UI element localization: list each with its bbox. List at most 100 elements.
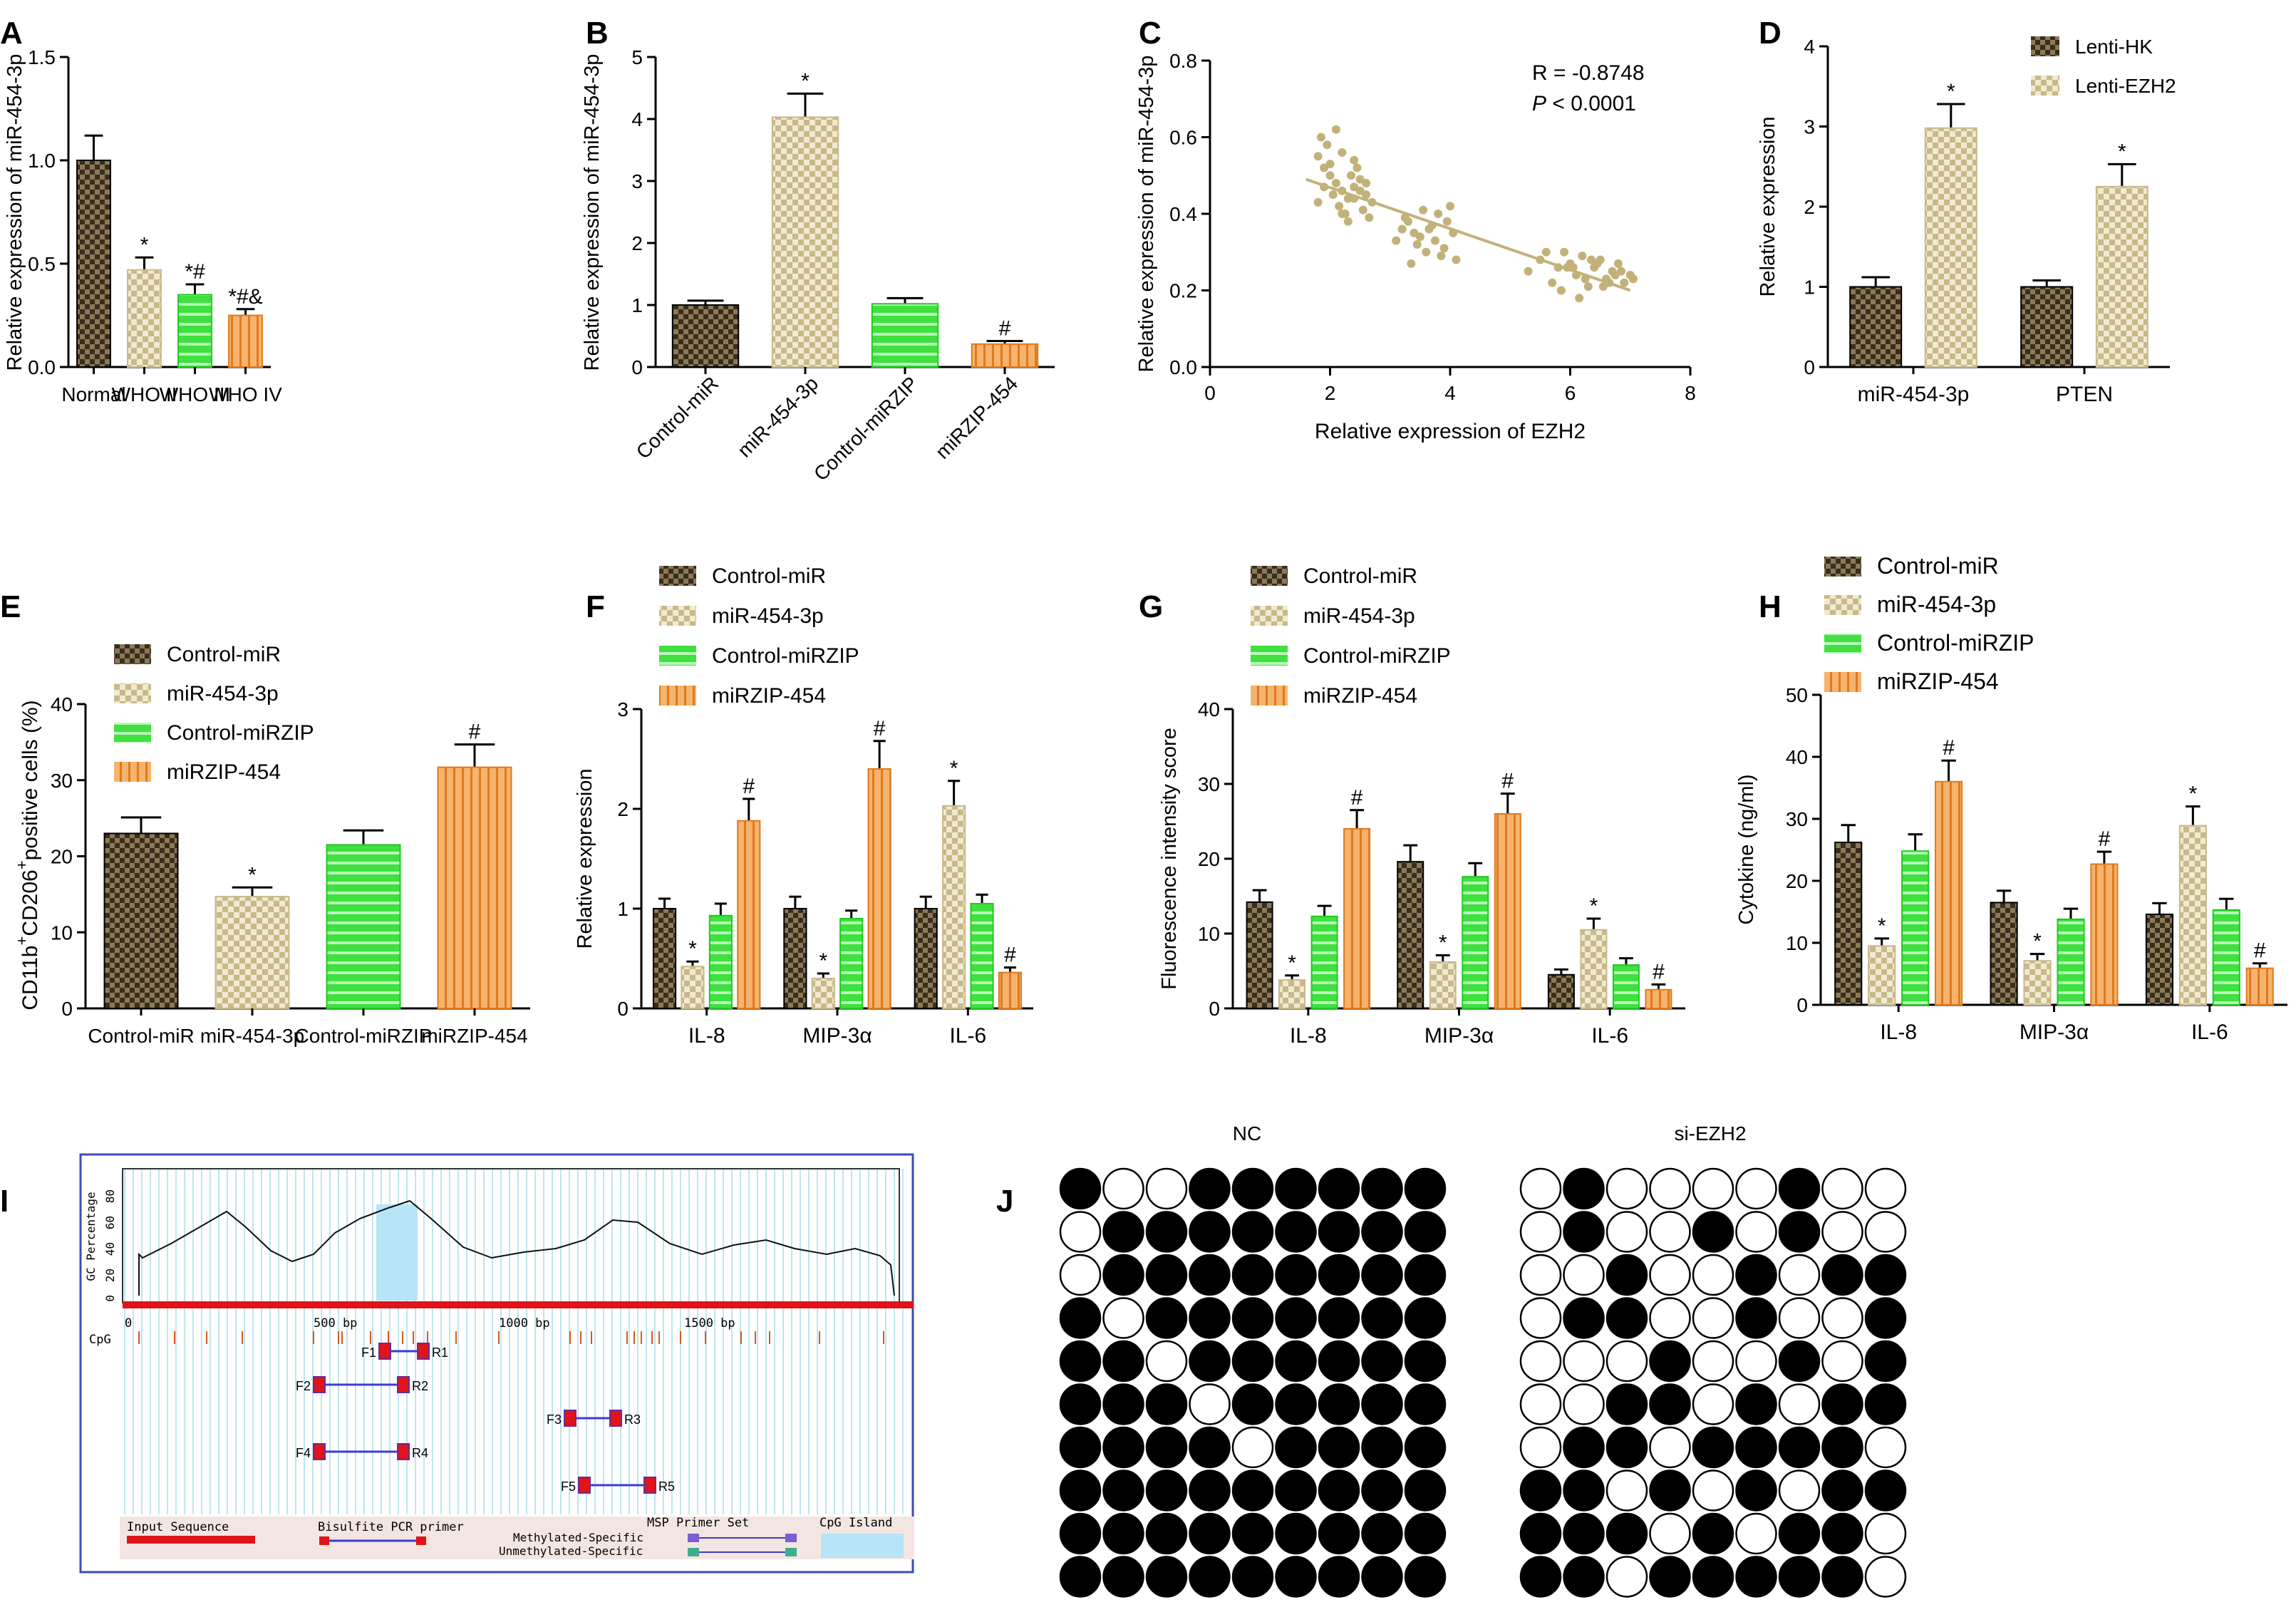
cpg-circle-nc-methylated (1361, 1211, 1403, 1253)
primer-r-label: R2 (412, 1379, 428, 1393)
cpg-circle-si-ezh2-methylated (1519, 1556, 1562, 1598)
bar-who-ii (127, 269, 162, 368)
cpg-circle-si-ezh2-unmethylated (1605, 1340, 1648, 1383)
y-axis-label-part: + (13, 936, 31, 946)
legend-meth-r (785, 1534, 797, 1542)
scatter-point (1598, 282, 1608, 291)
cpg-circle-nc-methylated (1404, 1340, 1447, 1383)
significance-mark: # (743, 775, 755, 798)
cpg-circle-nc-methylated (1318, 1556, 1360, 1598)
cpg-circle-si-ezh2-methylated (1519, 1512, 1562, 1555)
cpg-circle-si-ezh2-unmethylated (1519, 1167, 1562, 1210)
bar-normal (76, 160, 111, 368)
x-axis-label: Relative expression of EZH2 (1315, 420, 1586, 443)
significance-mark: # (2254, 939, 2266, 963)
y-tick-label: 1.5 (28, 46, 56, 68)
cpg-circle-si-ezh2-unmethylated (1821, 1167, 1863, 1210)
primer-f-label: F3 (547, 1412, 562, 1427)
legend-unmeth-r (785, 1548, 797, 1556)
scatter-point (1434, 210, 1443, 218)
scatter-point (1313, 152, 1323, 161)
bar-il-6-mirzip-454 (998, 971, 1023, 1009)
cpg-circle-nc-methylated (1275, 1426, 1317, 1469)
cpg-circle-si-ezh2-unmethylated (1649, 1254, 1691, 1296)
legend-label: miR-454-3p (1877, 591, 1996, 617)
bar-il-6-control-mir (1547, 973, 1575, 1009)
cpg-circle-nc-methylated (1231, 1211, 1274, 1253)
significance-mark: * (801, 69, 810, 93)
cpg-circle-si-ezh2-unmethylated (1864, 1556, 1907, 1598)
y-tick-label: 30 (1786, 808, 1808, 830)
x-tick-label: MIP-3α (2020, 1021, 2089, 1044)
cpg-circle-nc-methylated (1102, 1556, 1144, 1598)
cpg-circle-nc-methylated (1404, 1469, 1447, 1512)
cpg-circle-si-ezh2-unmethylated (1735, 1512, 1777, 1555)
panel-e-letter: E (0, 589, 21, 624)
scatter-point (1452, 255, 1461, 264)
panel-i-background-lines (124, 1169, 904, 1514)
cpg-circle-si-ezh2-methylated (1821, 1426, 1863, 1469)
legend-label: Control-miRZIP (167, 721, 314, 745)
cpg-circle-si-ezh2-unmethylated (1735, 1167, 1777, 1210)
scatter-point (1449, 228, 1458, 237)
y-axis-label-part: CD206 (19, 869, 42, 936)
cpg-circle-si-ezh2-methylated (1735, 1556, 1777, 1598)
x-tick-label: WHO III (160, 383, 231, 405)
cpg-circle-si-ezh2-unmethylated (1821, 1211, 1863, 1253)
cpg-circle-si-ezh2-methylated (1735, 1426, 1777, 1469)
y-axis-label: CD11b+CD206+positive cells (%) (13, 700, 42, 1010)
bp-label: 1500 bp (684, 1316, 735, 1331)
cpg-circle-nc-methylated (1145, 1254, 1188, 1296)
cpg-circle-si-ezh2-unmethylated (1649, 1167, 1691, 1210)
cpg-circle-si-ezh2-unmethylated (1605, 1211, 1648, 1253)
cpg-circle-nc-methylated (1318, 1167, 1360, 1210)
primer-r-label: R4 (412, 1446, 428, 1460)
y-tick-label: 10 (1786, 932, 1808, 954)
scatter-point (1415, 232, 1424, 242)
y-tick-label: 2 (617, 798, 629, 820)
cpg-circle-nc-methylated (1145, 1512, 1188, 1555)
scatter-point (1325, 171, 1335, 180)
legend-cpg-island-swatch (821, 1534, 904, 1558)
panel-f-relative-expression-bars: F 0 1 2 3 Relative expression * # IL-8 * # MIP-3α * #… (574, 564, 1033, 1048)
cpg-circle-nc-methylated (1189, 1556, 1231, 1598)
x-tick-label: IL-6 (949, 1024, 986, 1048)
cpg-circle-nc-methylated (1231, 1340, 1274, 1383)
scatter-point (1400, 213, 1410, 222)
cpg-circle-si-ezh2-methylated (1778, 1211, 1821, 1253)
cpg-circle-si-ezh2-methylated (1778, 1426, 1821, 1469)
cpg-circle-nc-methylated (1318, 1512, 1360, 1555)
bar-il-6-control-mirzip (1612, 964, 1640, 1009)
cpg-circle-si-ezh2-unmethylated (1519, 1383, 1562, 1425)
cpg-circle-nc-methylated (1275, 1211, 1317, 1253)
primer-forward (564, 1410, 576, 1427)
legend-label: miRZIP-454 (167, 760, 281, 784)
stat-p-value: < 0.0001 (1546, 92, 1636, 115)
bar-il-6-mir-454-3p (1580, 929, 1608, 1009)
legend-label: Control-miRZIP (1877, 630, 2034, 656)
cpg-circle-si-ezh2-methylated (1735, 1469, 1777, 1512)
cpg-circle-si-ezh2-unmethylated (1649, 1426, 1691, 1469)
significance-mark: * (2033, 930, 2042, 954)
y-tick-label: 30 (51, 770, 73, 792)
cpg-circle-si-ezh2-unmethylated (1864, 1167, 1907, 1210)
cpg-circle-nc-methylated (1231, 1383, 1274, 1425)
bp-label: 500 bp (314, 1316, 357, 1331)
y-tick-label: 10 (1198, 923, 1220, 945)
cpg-circle-si-ezh2-methylated (1778, 1167, 1821, 1210)
cpg-circle-si-ezh2-methylated (1778, 1340, 1821, 1383)
cpg-circle-nc-methylated (1102, 1340, 1144, 1383)
cpg-circle-nc-methylated (1275, 1556, 1317, 1598)
stat-p-symbol: P (1532, 92, 1546, 115)
cpg-circle-si-ezh2-methylated (1563, 1211, 1605, 1253)
x-tick-label: Control-miRZIP (810, 372, 922, 485)
y-tick-label: 20 (1786, 870, 1808, 892)
legend-unmeth-f (688, 1548, 699, 1556)
scatter-point (1524, 267, 1533, 276)
x-tick-label: Control-miR (88, 1025, 194, 1047)
cpg-circle-nc-methylated (1404, 1254, 1447, 1296)
y-tick-label: 2 (631, 232, 643, 254)
bar-il-8-mirzip-454 (1935, 780, 1963, 1006)
panel-f-letter: F (586, 589, 605, 624)
y-tick-label: 40 (1198, 698, 1220, 720)
